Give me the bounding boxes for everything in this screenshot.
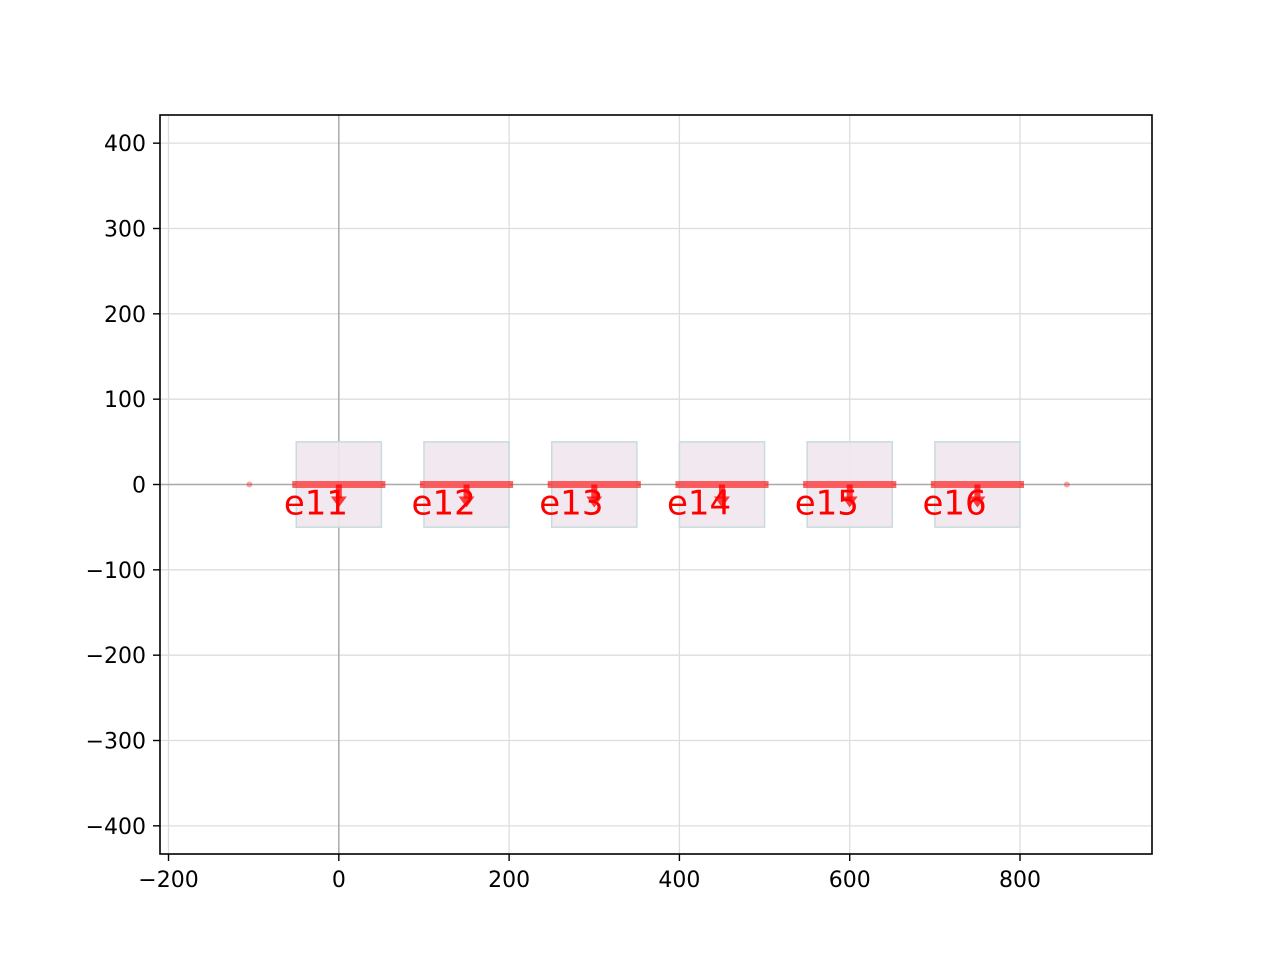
x-tick-label: 0 bbox=[332, 868, 346, 893]
end-point-marker bbox=[1064, 482, 1070, 488]
end-point-marker bbox=[246, 482, 252, 488]
x-tick-label: −200 bbox=[138, 868, 198, 893]
y-tick-label: −100 bbox=[86, 559, 146, 584]
y-tick-label: 100 bbox=[104, 388, 146, 413]
element-label: e13 bbox=[539, 484, 603, 524]
element-label: e16 bbox=[922, 484, 986, 524]
element-label: e15 bbox=[795, 484, 859, 524]
element-label: e14 bbox=[667, 484, 731, 524]
x-tick-label: 600 bbox=[829, 868, 871, 893]
element-label: e12 bbox=[412, 484, 476, 524]
y-tick-label: −300 bbox=[86, 730, 146, 755]
y-tick-label: 300 bbox=[104, 217, 146, 242]
y-tick-label: −200 bbox=[86, 644, 146, 669]
x-tick-label: 200 bbox=[488, 868, 530, 893]
element-label: e11 bbox=[284, 484, 348, 524]
y-tick-label: −400 bbox=[86, 815, 146, 840]
x-tick-label: 800 bbox=[999, 868, 1041, 893]
y-tick-label: 0 bbox=[132, 474, 146, 499]
y-tick-label: 400 bbox=[104, 132, 146, 157]
y-tick-label: 200 bbox=[104, 303, 146, 328]
x-tick-label: 400 bbox=[658, 868, 700, 893]
